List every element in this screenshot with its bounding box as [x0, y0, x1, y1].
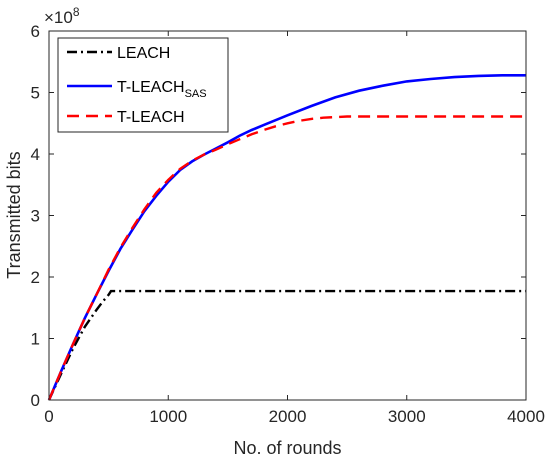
y-exponent-power: 8 [73, 5, 80, 19]
legend: LEACH T-LEACHSAS T-LEACH [57, 37, 229, 133]
y-tick-label: 4 [31, 145, 40, 164]
tick-layer: 0 1000 2000 3000 4000 0 1 2 3 4 5 6 [31, 22, 545, 426]
y-tick-label: 0 [31, 391, 40, 410]
x-tick-label: 1000 [149, 407, 187, 426]
y-exponent-label: ×108 [44, 5, 80, 27]
y-tick-label: 5 [31, 84, 40, 103]
legend-label: LEACH [117, 45, 170, 62]
y-exponent-base: ×10 [44, 8, 73, 27]
series-layer [47, 74, 526, 401]
x-tick-label: 2000 [269, 407, 307, 426]
x-tick-label: 0 [44, 407, 53, 426]
legend-label: T-LEACH [117, 109, 185, 126]
y-tick-label: 3 [31, 207, 40, 226]
x-tick-label: 3000 [388, 407, 426, 426]
legend-label: T-LEACHSAS [117, 79, 207, 100]
y-tick-label: 6 [31, 22, 40, 41]
series-line-leach [47, 289, 526, 401]
x-tick-label: 4000 [507, 407, 545, 426]
y-axis-label: Transmitted bits [4, 151, 24, 278]
x-axis-label: No. of rounds [233, 438, 341, 458]
y-tick-label: 2 [31, 268, 40, 287]
y-tick-label: 1 [31, 330, 40, 349]
